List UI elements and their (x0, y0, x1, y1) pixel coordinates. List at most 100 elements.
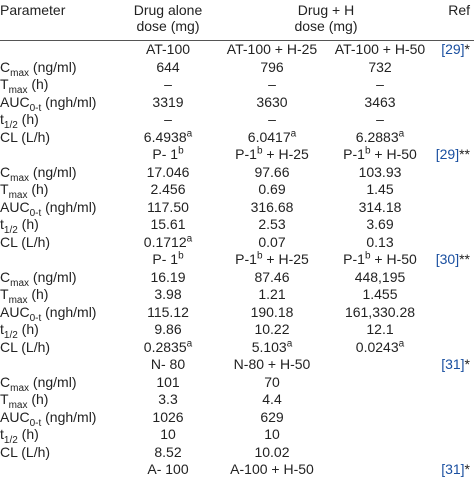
ref-link[interactable]: [29] (435, 146, 460, 162)
subscript: 0-t (29, 312, 42, 324)
table-cell (434, 374, 474, 392)
header-text: dose (mg) (294, 18, 358, 34)
table-row: AUC0-t (ngh/ml) 1026 629 (0, 408, 474, 428)
table-cell: 1.45 (326, 181, 434, 199)
table-cell: CL (L/h) (0, 444, 118, 462)
cell-text: 12.1 (366, 321, 394, 337)
subscript: max (10, 67, 30, 79)
table-cell (326, 461, 434, 479)
table-cell: A-100 + H-50 (218, 461, 326, 479)
table-cell: [29]** (434, 146, 474, 164)
superscript: a (290, 127, 297, 139)
cell-text: (ng/ml) (29, 163, 77, 180)
cell-text: (h) (17, 216, 39, 232)
ref-link[interactable]: [31] (441, 356, 465, 372)
cell-text: + H-50 (370, 251, 417, 267)
table-row: Cmax (ng/ml) 16.19 87.46 448,195 (0, 269, 474, 288)
table-cell: 8.52 (118, 444, 218, 462)
table-cell: 101 (118, 374, 218, 392)
cell-text: 2.53 (258, 216, 286, 232)
cell-text: AT-100 + H-25 (226, 41, 318, 57)
table-cell: 3463 (326, 94, 434, 112)
cell-text: 0.2835 (143, 338, 187, 355)
cell-text: 3319 (152, 93, 184, 110)
ref-link[interactable]: [29] (441, 41, 465, 57)
table-row: t1/2 (h) – – – (0, 111, 474, 130)
cell-text: CL (L/h) (0, 128, 51, 145)
table-row: AT-100 AT-100 + H-25 AT-100 + H-50 [29]* (0, 41, 474, 59)
cell-text: – (164, 111, 172, 127)
cell-text: CL (L/h) (0, 338, 51, 355)
table-row: Tmax (h) – – – (0, 76, 474, 95)
cell-text: 4.4 (262, 391, 282, 407)
superscript: b (178, 145, 184, 157)
table-cell (326, 374, 434, 392)
table-cell: – (326, 76, 434, 94)
ref-link[interactable]: [31] (441, 461, 465, 477)
ref-link[interactable]: [30] (435, 251, 460, 267)
cell-text: 316.68 (250, 198, 294, 215)
table-cell: 0.0243a (326, 338, 434, 357)
cell-text: – (376, 76, 384, 92)
table-cell: 87.46 (218, 269, 326, 287)
table-cell: 1.455 (326, 286, 434, 304)
cell-text: AUC (0, 198, 30, 215)
cell-text: (ng/ml) (29, 58, 77, 75)
subscript: max (8, 189, 28, 201)
table-cell: AT-100 + H-50 (326, 41, 434, 59)
subscript: 0-t (29, 207, 42, 219)
table-row: t1/2 (h) 10 10 (0, 426, 474, 445)
cell-text: (ngh/ml) (41, 303, 97, 320)
cell-text: AUC (0, 408, 30, 425)
table-cell: 0.1712a (118, 233, 218, 252)
table-row: AUC0-t (ngh/ml) 3319 3630 3463 (0, 93, 474, 114)
superscript: b (364, 250, 371, 262)
table-cell: 1026 (118, 409, 218, 427)
table-cell: A- 100 (118, 461, 218, 479)
header-text: Drug alone (133, 2, 203, 18)
cell-text: 161,330.28 (344, 303, 416, 320)
table-cell (434, 234, 474, 252)
table-cell (0, 41, 118, 59)
header-text: Drug + H (297, 2, 355, 18)
cell-text: t (0, 111, 4, 127)
table-cell: t1/2 (h) (0, 321, 118, 340)
cell-text: T (0, 76, 9, 92)
subscript: max (8, 399, 28, 411)
table-cell (434, 59, 474, 77)
cell-text: 10 (264, 426, 280, 442)
table-cell (326, 426, 434, 444)
table-cell: 0.07 (218, 234, 326, 252)
superscript: b (178, 250, 184, 262)
table-cell: 629 (218, 409, 326, 427)
subscript: 0-t (29, 102, 42, 114)
table-cell: CL (L/h) (0, 339, 118, 357)
table-cell: 9.86 (118, 321, 218, 339)
cell-text: 101 (156, 373, 180, 390)
table-row: Cmax (ng/ml) 101 70 (0, 374, 474, 393)
header-text: dose (mg) (136, 18, 200, 34)
table-cell: 796 (218, 59, 326, 77)
cell-text: – (376, 111, 384, 127)
cell-text: T (0, 286, 9, 302)
superscript: b (256, 250, 263, 262)
cell-text: C (0, 58, 11, 75)
cell-text: t (0, 321, 4, 337)
table-row: A- 100 A-100 + H-50 [31]* (0, 461, 474, 479)
table-cell: Cmax (ng/ml) (0, 163, 118, 183)
header-text: Parameter (0, 2, 66, 18)
table-cell (434, 199, 474, 217)
cell-text: 2.456 (150, 181, 186, 197)
header-text: Ref (448, 2, 470, 18)
table-row: Tmax (h) 2.456 0.69 1.45 (0, 181, 474, 201)
table-cell (434, 94, 474, 112)
table-cell: Tmax (h) (0, 181, 118, 201)
table-cell: 115.12 (118, 304, 218, 322)
table-cell: P-1b + H-25 (218, 146, 326, 164)
cell-text: T (0, 391, 9, 407)
cell-text: P-1 (235, 251, 257, 267)
table-cell: 103.93 (326, 164, 434, 182)
table-cell: Tmax (h) (0, 76, 118, 95)
